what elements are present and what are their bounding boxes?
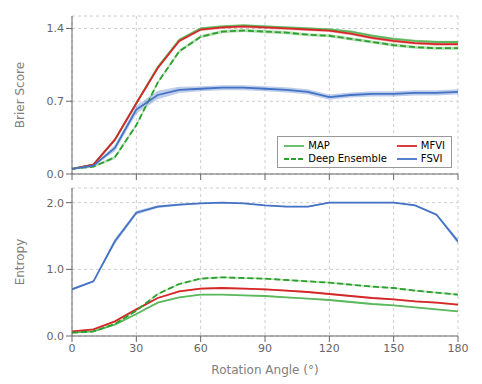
svg-text:1.4: 1.4 xyxy=(47,22,65,35)
html-text:FSVI: FSVI xyxy=(420,153,443,164)
html-text:MAP: MAP xyxy=(308,140,330,151)
svg-text:60: 60 xyxy=(194,342,208,355)
svg-text:150: 150 xyxy=(383,342,404,355)
svg-text:Entropy: Entropy xyxy=(13,239,27,286)
html-text:Deep Ensemble: Deep Ensemble xyxy=(308,153,387,164)
svg-text:1.0: 1.0 xyxy=(47,263,65,276)
svg-text:0: 0 xyxy=(69,342,76,355)
svg-text:Brier Score: Brier Score xyxy=(13,62,27,128)
svg-text:180: 180 xyxy=(448,342,469,355)
svg-text:30: 30 xyxy=(129,342,143,355)
svg-text:0.0: 0.0 xyxy=(47,330,65,343)
svg-text:120: 120 xyxy=(319,342,340,355)
html-text:MFVI: MFVI xyxy=(420,140,445,151)
svg-text:2.0: 2.0 xyxy=(47,197,65,210)
svg-text:90: 90 xyxy=(258,342,272,355)
svg-text:Rotation Angle (°): Rotation Angle (°) xyxy=(211,363,318,377)
svg-text:0.7: 0.7 xyxy=(47,95,65,108)
svg-text:0.0: 0.0 xyxy=(47,168,65,180)
